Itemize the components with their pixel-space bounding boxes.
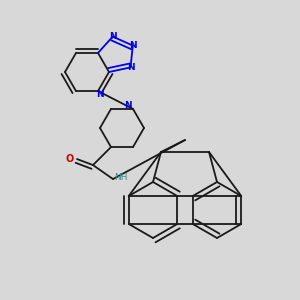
- Text: N: N: [129, 41, 136, 50]
- Text: N: N: [109, 32, 116, 41]
- Text: O: O: [66, 154, 74, 164]
- Text: N: N: [124, 101, 132, 110]
- Text: N: N: [96, 90, 104, 99]
- Text: N: N: [127, 63, 134, 72]
- Text: NH: NH: [114, 172, 128, 182]
